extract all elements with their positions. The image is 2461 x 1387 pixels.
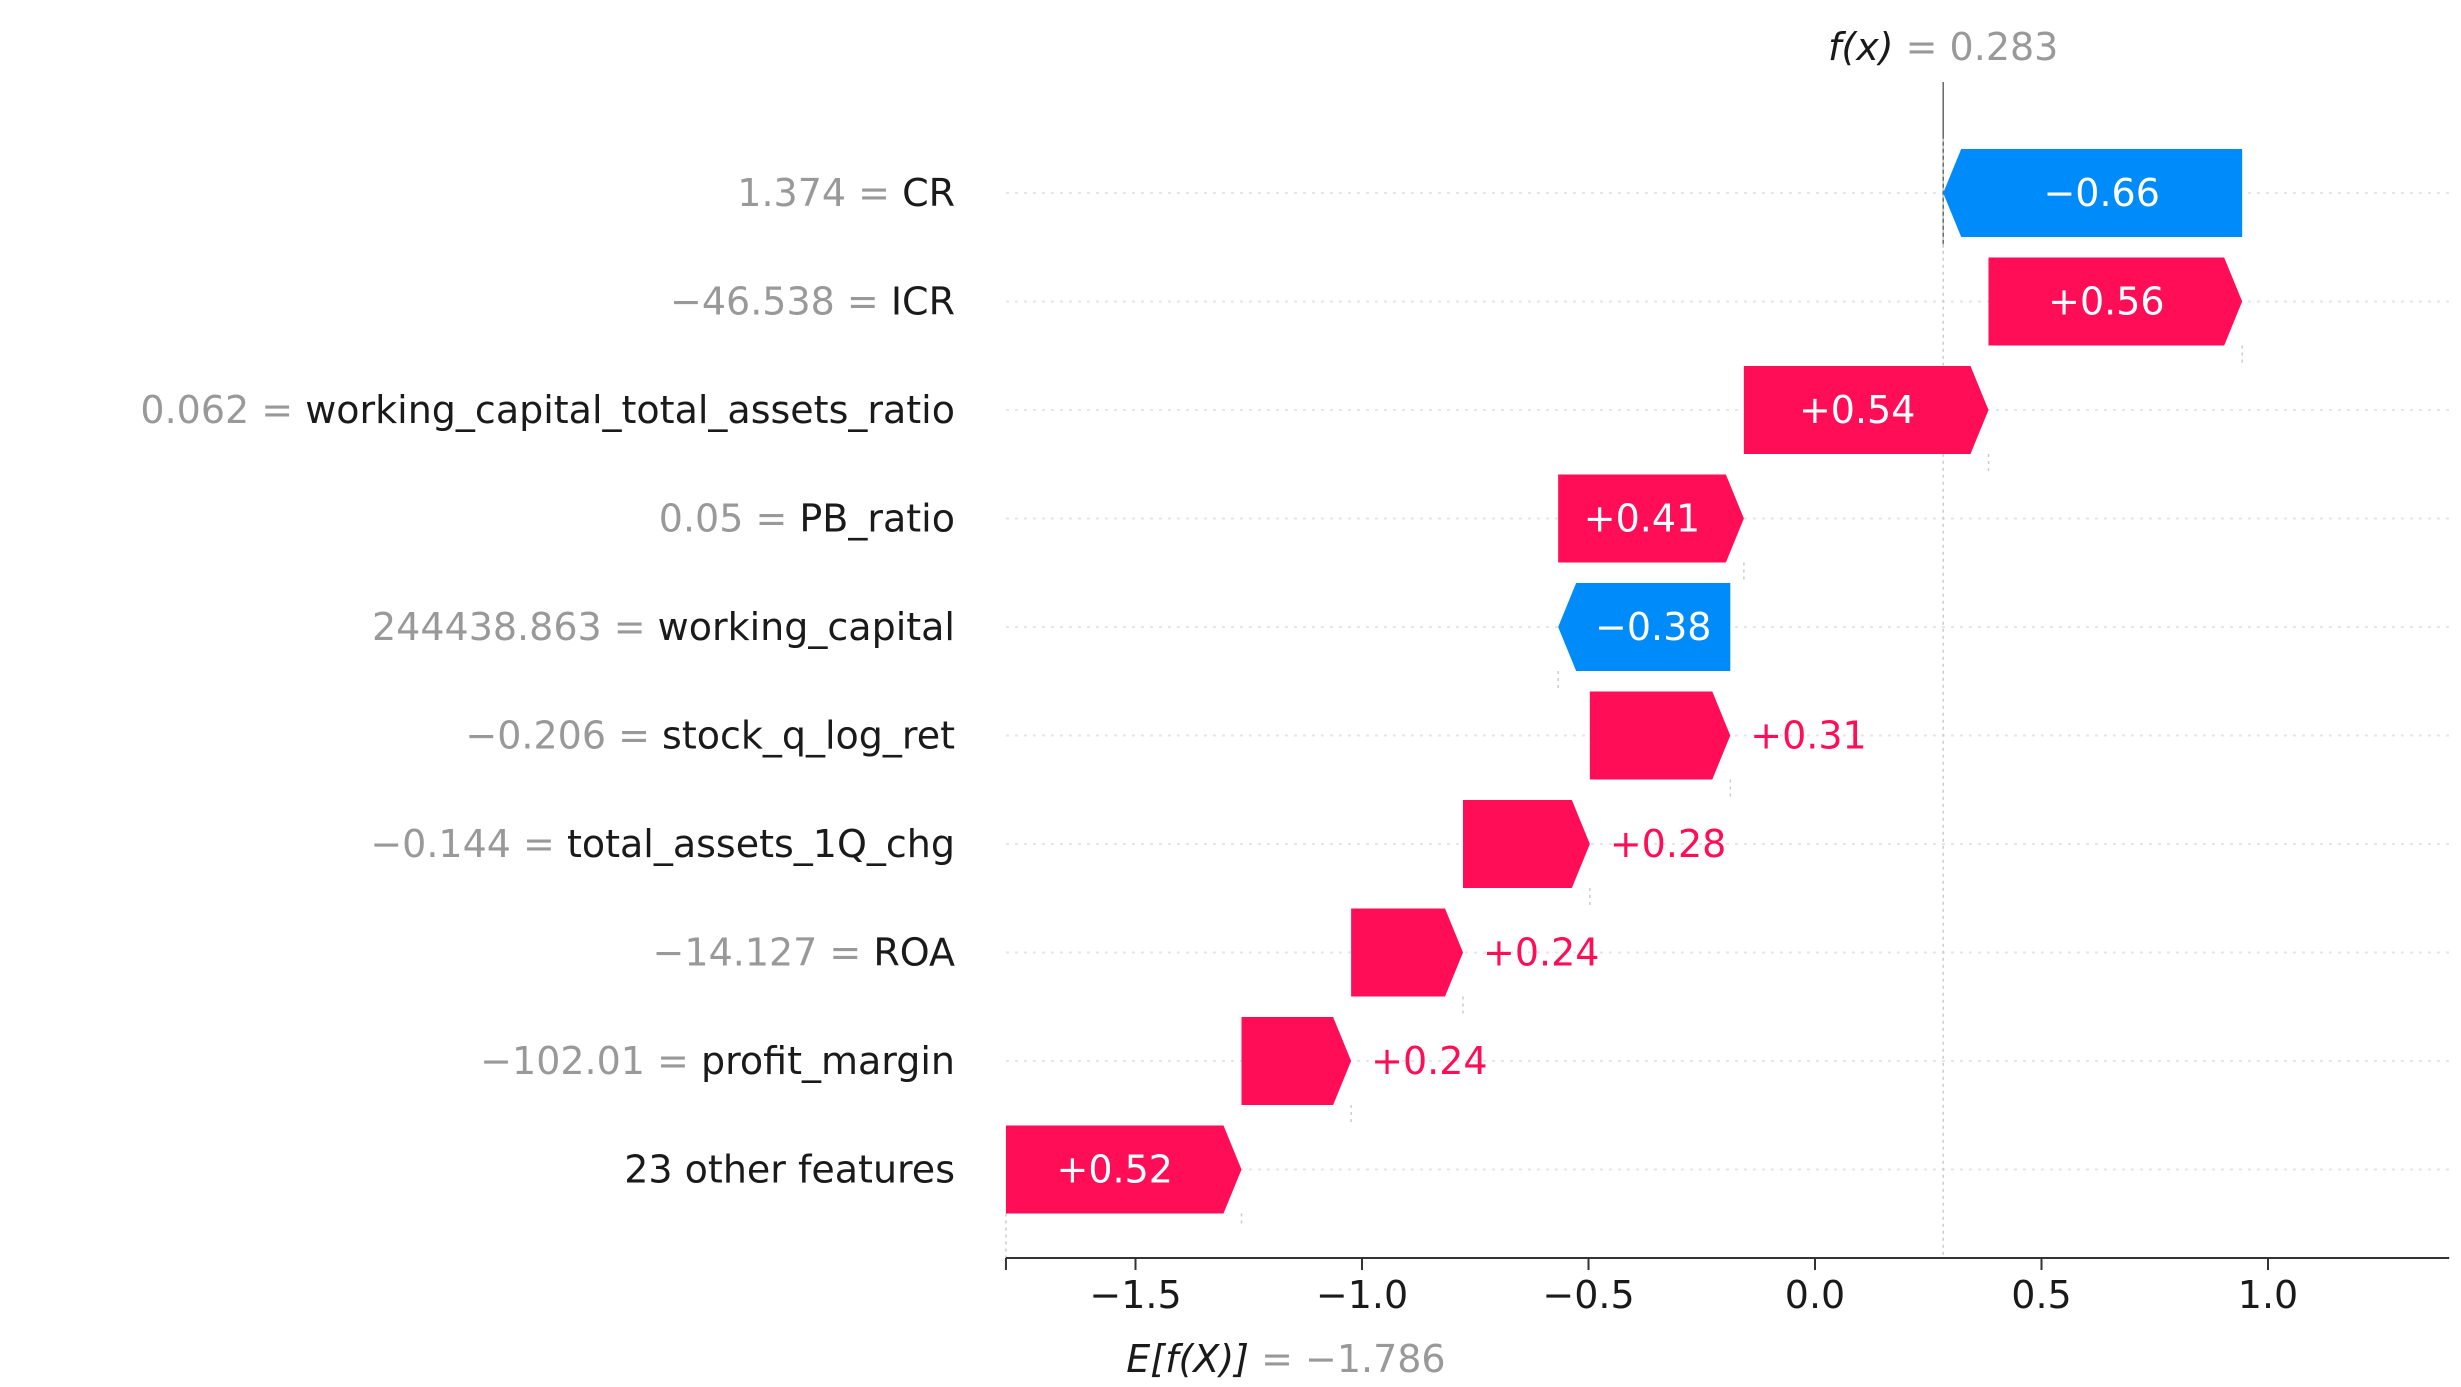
bar-value-label: +0.31 — [1750, 714, 1866, 758]
feature-labels: 1.374 = CR −46.538 = ICR 0.062 = working_c… — [140, 171, 955, 1192]
feature-value: −0.206 = — [465, 714, 662, 758]
feature-name: ICR — [891, 280, 955, 324]
x-tick-label: 0.0 — [1785, 1273, 1845, 1317]
bar-value-label: −0.66 — [2043, 171, 2159, 215]
feature-label: −0.206 = stock_q_log_ret — [465, 714, 955, 758]
feature-value: 0.05 = — [659, 497, 800, 541]
feature-label: 0.062 = working_capital_total_assets_rat… — [140, 388, 955, 432]
feature-value: −0.144 = — [370, 822, 567, 866]
x-tick-label: −0.5 — [1542, 1273, 1634, 1317]
feature-value: −102.01 = — [480, 1039, 701, 1083]
x-tick-label: 1.0 — [2238, 1273, 2298, 1317]
x-tick-label: −1.5 — [1089, 1273, 1181, 1317]
waterfall-bar-working_capital — [1558, 583, 1731, 671]
feature-name: CR — [902, 171, 955, 215]
feature-value: 244438.863 = — [372, 605, 658, 649]
feature-value: 1.374 = — [737, 171, 902, 215]
feature-name: 23 other features — [624, 1148, 955, 1192]
feature-name: working_capital_total_assets_ratio — [305, 388, 955, 432]
waterfall-bar-working_capital_total_assets_ratio — [1743, 366, 1989, 454]
annotations: f(x) = 0.283 E[f(X)] = −1.786 — [1126, 25, 2058, 1381]
feature-name: stock_q_log_ret — [662, 714, 955, 758]
bar-value-label: +0.24 — [1483, 931, 1599, 975]
bar-value-label: +0.54 — [1799, 388, 1915, 432]
bar-value-label: +0.52 — [1056, 1148, 1172, 1192]
feature-name: ROA — [873, 931, 955, 975]
feature-name: total_assets_1Q_chg — [567, 822, 955, 866]
bar-value-label: +0.56 — [2048, 280, 2164, 324]
feature-label: 244438.863 = working_capital — [372, 605, 955, 649]
waterfall-bar-ROA — [1351, 908, 1464, 997]
bar-value-label: +0.41 — [1584, 497, 1700, 541]
feature-value: −46.538 = — [670, 280, 891, 324]
feature-label: 1.374 = CR — [737, 171, 955, 215]
waterfall-bar-CR — [1943, 149, 2243, 237]
feature-label: 0.05 = PB_ratio — [659, 497, 955, 541]
x-tick-label: −1.0 — [1316, 1273, 1408, 1317]
feature-label: −46.538 = ICR — [670, 280, 955, 324]
waterfall-bar-stock_q_log_ret — [1589, 691, 1731, 780]
waterfall-bar-total_assets_1Q_chg — [1463, 800, 1590, 888]
feature-label: −14.127 = ROA — [653, 931, 955, 975]
waterfall-bar-ICR — [1988, 257, 2243, 346]
x-axis: −1.5 −1.0 −0.5 0.0 0.5 1.0 — [1004, 1257, 2450, 1317]
feature-value: −14.127 = — [653, 931, 874, 975]
feature-name: working_capital — [658, 605, 955, 649]
feature-value: 0.062 = — [140, 388, 305, 432]
bar-value-label: −0.38 — [1595, 605, 1711, 649]
fx-annotation: f(x) = 0.283 — [1828, 25, 2058, 69]
waterfall-bar-profit_margin — [1241, 1017, 1352, 1105]
bar-value-label: +0.28 — [1610, 822, 1726, 866]
fx-value: = 0.283 — [1894, 25, 2059, 69]
feature-name: profit_margin — [701, 1039, 955, 1083]
waterfall-bar-PB_ratio — [1558, 474, 1744, 563]
x-tick-label: 0.5 — [2011, 1273, 2071, 1317]
fx-label: f(x) — [1828, 25, 1894, 69]
feature-label: −102.01 = profit_margin — [480, 1039, 955, 1083]
feature-label: −0.144 = total_assets_1Q_chg — [370, 822, 955, 866]
feature-name: PB_ratio — [799, 497, 955, 541]
bar-value-label: +0.24 — [1371, 1039, 1487, 1083]
waterfall-bar-23 other features — [1005, 1125, 1242, 1214]
efx-label: E[f(X)] — [1126, 1337, 1249, 1381]
efx-annotation: E[f(X)] = −1.786 — [1126, 1337, 1445, 1381]
efx-value: = −1.786 — [1249, 1337, 1446, 1381]
feature-label: 23 other features — [624, 1148, 955, 1192]
bars-layer: −0.66 +0.56 +0.54 +0.41 −0.38 +0.31 +0.28 +0.24… — [1005, 149, 2243, 1214]
